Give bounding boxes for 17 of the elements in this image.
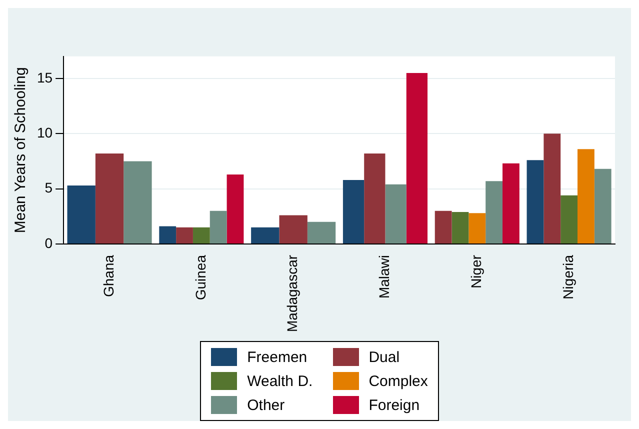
- y-tick-label: 15: [36, 69, 53, 86]
- legend-label: Wealth D.: [247, 372, 313, 390]
- y-tick-label: 0: [44, 234, 53, 251]
- legend-label: Dual: [368, 348, 400, 366]
- x-tick-label: Guinea: [192, 254, 208, 300]
- legend-label: Other: [247, 396, 285, 414]
- x-tick-label: Ghana: [100, 254, 116, 298]
- y-axis-title: Mean Years of Schooling: [12, 67, 30, 234]
- x-tick-label: Nigeria: [560, 254, 576, 300]
- legend-label: Foreign: [368, 396, 420, 414]
- legend-label: Complex: [368, 372, 428, 390]
- x-tick-label: Madagascar: [284, 254, 300, 332]
- y-tick-label: 5: [44, 180, 53, 196]
- x-tick-label: Malawi: [376, 254, 392, 299]
- x-tick-label: Niger: [468, 254, 484, 288]
- y-tick-label: 10: [36, 124, 53, 140]
- legend-label: Freemen: [247, 348, 308, 366]
